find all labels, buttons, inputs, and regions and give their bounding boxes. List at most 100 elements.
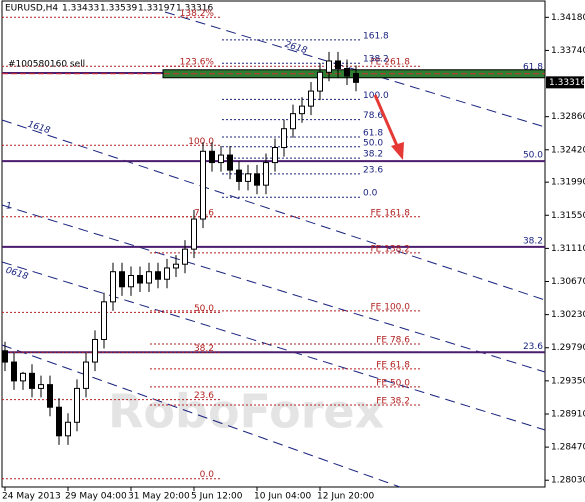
candle-body	[299, 105, 305, 115]
candle-body	[209, 150, 215, 164]
quote-value: 1.33433	[62, 4, 99, 14]
quote-value: 1.33316	[176, 4, 213, 14]
candle-body	[317, 71, 323, 92]
candle-body	[173, 263, 179, 269]
channel-label: 61.8	[523, 63, 543, 73]
candle-body	[74, 387, 80, 423]
candle-body	[254, 173, 260, 186]
arrow-head	[391, 142, 404, 160]
current-price-label: 1.33316	[549, 78, 585, 88]
candle-body	[155, 271, 161, 280]
retracement-label: 38.2	[194, 344, 214, 354]
chart-title: EURUSD,H4	[5, 4, 58, 14]
fib-label: 23.6	[363, 165, 383, 175]
candle-body	[236, 169, 242, 182]
y-tick-label: 1.28910	[551, 409, 585, 419]
watermark: RoboForex	[108, 385, 384, 439]
candle-body	[164, 267, 170, 280]
candle-body	[245, 173, 251, 182]
fib-label: 61.8	[363, 128, 383, 138]
candle-body	[182, 248, 188, 265]
fib-label: 161.8	[363, 31, 389, 41]
pitchfork-line	[1, 261, 546, 431]
expansion-label: FE 78.6	[376, 335, 410, 345]
channel-label: 23.6	[523, 342, 543, 352]
expansion-label: FE 50.0	[376, 378, 410, 388]
channel-label: 50.0	[523, 151, 543, 161]
y-tick-label: 1.29790	[551, 343, 585, 353]
pitchfork-line	[1, 204, 546, 373]
x-tick-label: 31 May 20:00	[128, 492, 190, 502]
channel-label: 38.2	[523, 236, 543, 246]
fib-label: 0.0	[363, 189, 378, 199]
candle-body	[263, 162, 269, 186]
y-tick-label: 1.31550	[551, 211, 585, 221]
y-tick-label: 1.32420	[551, 145, 585, 155]
retracement-label: 100.0	[188, 137, 214, 147]
y-tick-label: 1.34180	[551, 13, 585, 23]
x-tick-label: 12 Jun 20:00	[317, 492, 374, 502]
y-tick-label: 1.28470	[551, 443, 585, 453]
y-tick-label: 1.28030	[551, 476, 585, 486]
candle-body	[281, 128, 287, 149]
expansion-label: FE 61.8	[376, 360, 410, 370]
x-tick-label: 24 May 2013	[2, 492, 61, 502]
retracement-label: 23.6	[194, 391, 214, 401]
fib-label: 78.6	[363, 111, 383, 121]
candle-body	[20, 372, 26, 382]
candle-body	[65, 421, 71, 437]
y-tick-label: 1.33740	[551, 46, 585, 56]
candle-body	[83, 361, 89, 389]
candle-body	[335, 60, 341, 69]
candle-body	[146, 271, 152, 284]
quote-value: 1.33197	[138, 4, 175, 14]
expansion-label: FE 261.8	[371, 58, 411, 68]
quote-value: 1.33539	[100, 4, 137, 14]
candle-body	[227, 154, 233, 171]
candle-body	[101, 301, 107, 340]
retracement-label: 50.0	[194, 304, 214, 314]
order-label: #100580160 sell	[8, 59, 85, 69]
candle-body	[344, 67, 350, 77]
candle-body	[38, 384, 44, 389]
candle-body	[2, 350, 8, 363]
current-price-box	[546, 76, 584, 89]
x-tick-label: 10 Jun 04:00	[254, 492, 311, 502]
candle-body	[29, 372, 35, 389]
candle-body	[272, 147, 278, 164]
y-tick-label: 1.30230	[551, 310, 585, 320]
candle-body	[110, 271, 116, 303]
fib-label: 38.2	[363, 150, 383, 160]
expansion-label: FE 38.2	[376, 396, 410, 406]
expansion-label: FE 138.2	[371, 244, 411, 254]
y-tick-label: 1.31110	[551, 244, 585, 254]
expansion-label: FE 100.0	[371, 302, 411, 312]
arrow	[373, 94, 400, 149]
plot-frame	[1, 0, 546, 488]
candle-body	[218, 154, 224, 164]
candle-body	[119, 271, 125, 288]
candle-body	[137, 274, 143, 284]
candle-body	[92, 338, 98, 363]
x-tick-label: 29 May 04:00	[65, 492, 127, 502]
candle-body	[11, 361, 17, 382]
x-tick-label: 5 Jun 12:00	[191, 492, 243, 502]
retracement-label: 138.2%	[180, 9, 215, 19]
fib-label: 50.0	[363, 138, 383, 148]
pitchfork-label: 1	[6, 202, 12, 212]
candle-body	[326, 60, 332, 73]
candle-body	[290, 113, 296, 130]
expansion-label: FE 161.8	[371, 208, 411, 218]
candle-body	[128, 274, 134, 288]
candle-body	[191, 218, 197, 250]
y-tick-label: 1.29350	[551, 376, 585, 386]
fib-label: 138.2	[363, 55, 389, 65]
candle-body	[308, 90, 314, 107]
y-tick-label: 1.32860	[551, 112, 585, 122]
y-tick-label: 1.31990	[551, 178, 585, 188]
candle-body	[47, 384, 53, 408]
candle-body	[353, 73, 359, 83]
retracement-label: 0.0	[200, 470, 215, 480]
